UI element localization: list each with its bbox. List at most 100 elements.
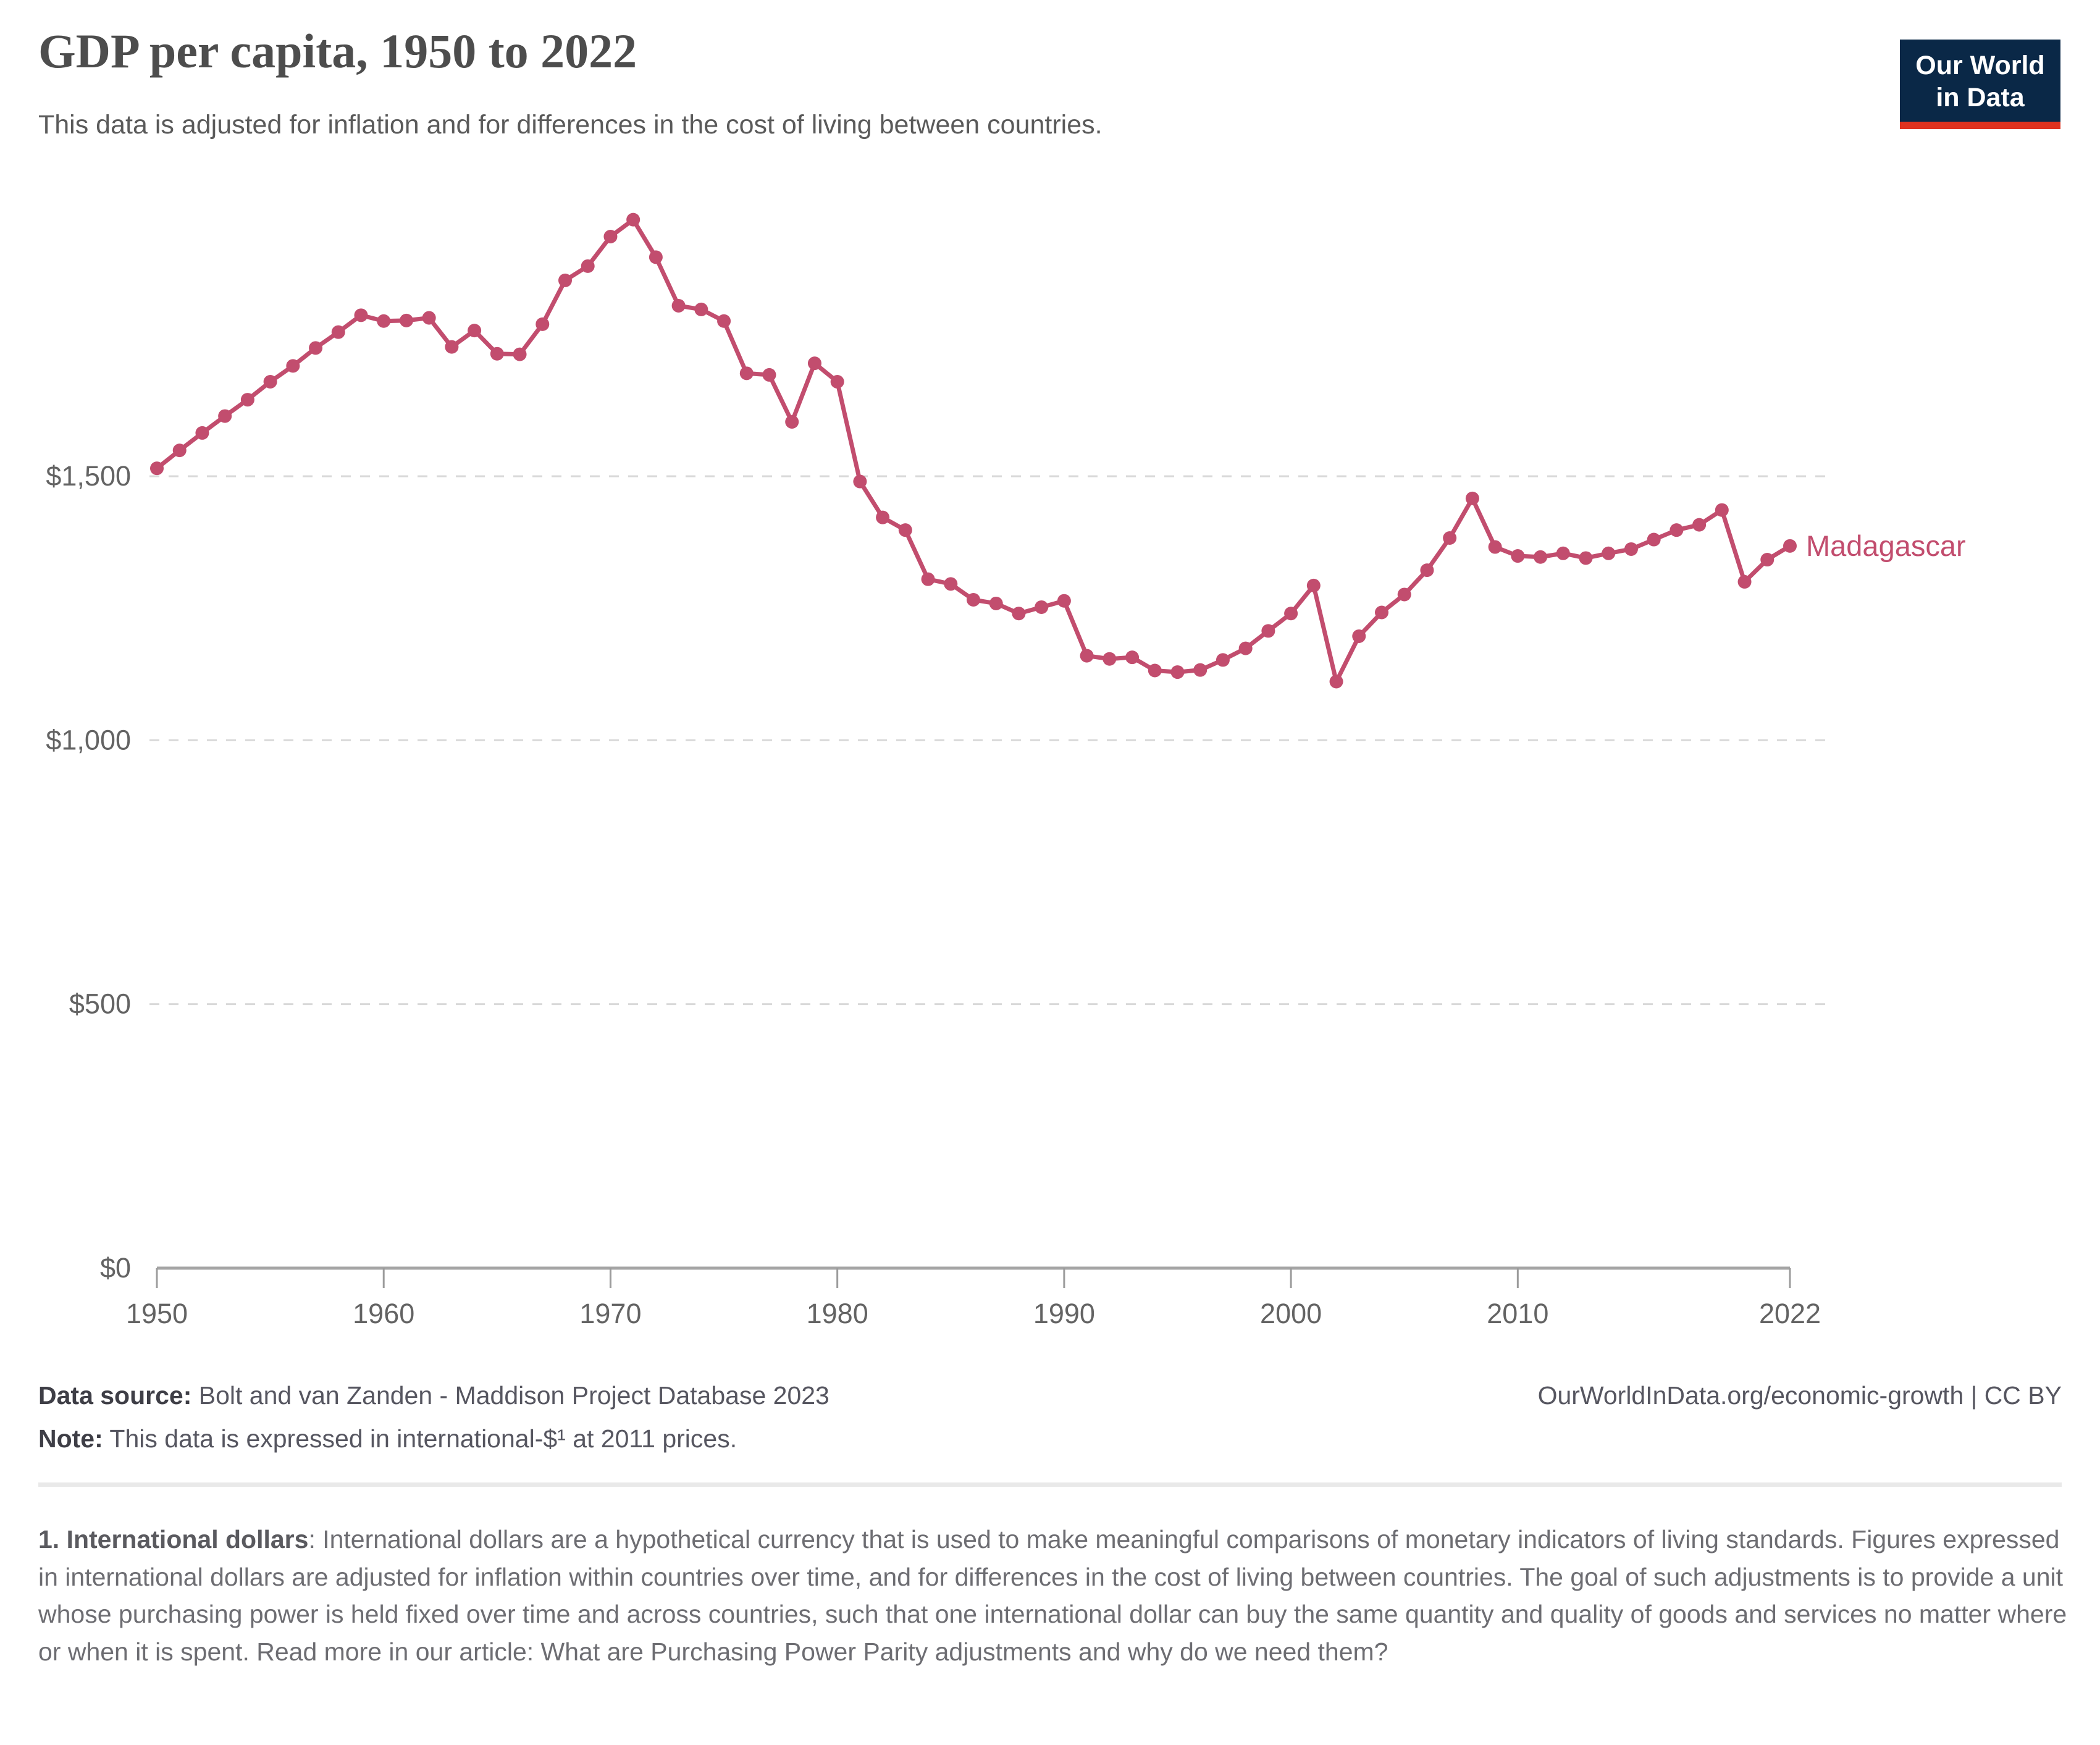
data-point[interactable] [1170, 665, 1185, 679]
data-point[interactable] [1329, 675, 1343, 689]
series-end-label: Madagascar [1806, 529, 1966, 562]
data-point[interactable] [331, 325, 345, 339]
data-point[interactable] [1284, 607, 1298, 621]
x-axis-tick-label: 1970 [579, 1298, 641, 1329]
data-point[interactable] [1715, 503, 1729, 517]
data-point[interactable] [1443, 531, 1457, 545]
data-point[interactable] [1488, 540, 1502, 554]
data-point[interactable] [830, 375, 844, 389]
note-line: Note: This data is expressed in internat… [38, 1424, 737, 1453]
data-point[interactable] [1148, 663, 1162, 678]
owid-url-link[interactable]: OurWorldInData.org/economic-growth | CC … [1538, 1381, 2062, 1410]
data-point[interactable] [1783, 539, 1797, 553]
data-point[interactable] [762, 368, 776, 382]
data-point[interactable] [921, 572, 935, 586]
data-point[interactable] [1238, 641, 1253, 655]
data-point[interactable] [626, 212, 640, 227]
data-point[interactable] [377, 314, 391, 328]
footnote-label: 1. International dollars [38, 1525, 309, 1554]
data-point[interactable] [649, 250, 663, 264]
data-point[interactable] [422, 311, 436, 325]
note-label: Note: [38, 1424, 103, 1453]
y-axis-tick-label: $1,000 [46, 724, 131, 755]
data-point[interactable] [1261, 624, 1275, 638]
data-point[interactable] [490, 347, 504, 361]
data-source-label: Data source: [38, 1381, 192, 1410]
data-point[interactable] [1080, 649, 1094, 663]
data-point[interactable] [286, 359, 300, 373]
data-point[interactable] [1375, 605, 1388, 620]
y-axis-tick-label: $0 [100, 1252, 131, 1284]
data-point[interactable] [1602, 546, 1616, 560]
madagascar-line[interactable] [154, 217, 1792, 684]
data-point[interactable] [989, 596, 1003, 610]
data-point[interactable] [671, 298, 686, 313]
data-point[interactable] [694, 302, 708, 316]
data-point[interactable] [468, 324, 482, 338]
footer-divider [38, 1482, 2062, 1487]
data-point[interactable] [150, 461, 164, 476]
data-point[interactable] [1102, 652, 1117, 666]
data-point[interactable] [1352, 629, 1366, 643]
data-point[interactable] [1012, 607, 1026, 621]
data-point[interactable] [967, 592, 980, 607]
data-point[interactable] [898, 523, 912, 537]
data-point[interactable] [195, 426, 209, 440]
data-point[interactable] [1670, 523, 1684, 537]
page-title: GDP per capita, 1950 to 2022 [38, 24, 637, 78]
x-axis-tick-label: 2022 [1759, 1298, 1821, 1329]
data-point[interactable] [603, 229, 618, 243]
data-point[interactable] [399, 313, 413, 327]
data-point[interactable] [1193, 663, 1208, 677]
data-point[interactable] [1647, 532, 1661, 547]
note-value: This data is expressed in international-… [103, 1424, 737, 1453]
data-source-value: Bolt and van Zanden - Maddison Project D… [191, 1381, 830, 1410]
data-point[interactable] [1306, 578, 1321, 592]
y-axis-tick-label: $1,500 [46, 460, 131, 492]
data-point[interactable] [1057, 594, 1071, 608]
data-point[interactable] [1760, 553, 1774, 567]
x-axis-tick-label: 1980 [807, 1298, 868, 1329]
data-point[interactable] [876, 510, 890, 524]
data-point[interactable] [445, 340, 459, 354]
data-point[interactable] [1692, 518, 1707, 532]
data-point[interactable] [1125, 650, 1140, 665]
data-point[interactable] [240, 393, 254, 407]
owid-logo-line1: Our World [1915, 51, 2045, 80]
data-point[interactable] [581, 259, 595, 273]
x-axis-tick-label: 2010 [1487, 1298, 1548, 1329]
data-point[interactable] [944, 577, 958, 591]
data-point[interactable] [1397, 587, 1411, 602]
data-point[interactable] [853, 474, 867, 489]
data-point[interactable] [1420, 563, 1434, 578]
data-point[interactable] [513, 347, 527, 361]
data-point[interactable] [1216, 653, 1230, 667]
data-point[interactable] [172, 444, 187, 458]
data-point[interactable] [1534, 550, 1548, 564]
data-point[interactable] [218, 409, 232, 423]
data-point[interactable] [1511, 549, 1525, 563]
data-point[interactable] [807, 356, 821, 371]
data-point[interactable] [536, 317, 550, 331]
data-point[interactable] [1465, 491, 1479, 505]
data-point[interactable] [354, 308, 368, 322]
data-point[interactable] [785, 414, 799, 429]
data-point[interactable] [1624, 542, 1638, 556]
data-point[interactable] [309, 341, 323, 355]
data-point[interactable] [558, 273, 572, 287]
owid-logo[interactable]: Our World in Data [1900, 40, 2060, 129]
data-point[interactable] [1035, 600, 1049, 614]
data-point[interactable] [717, 314, 731, 328]
x-axis-tick-label: 1990 [1033, 1298, 1095, 1329]
data-point[interactable] [1556, 546, 1570, 560]
data-point[interactable] [1579, 551, 1593, 565]
chart-subtitle: This data is adjusted for inflation and … [38, 110, 1102, 140]
footnote-article-link[interactable]: What are Purchasing Power Parity adjustm… [540, 1638, 1388, 1667]
footnote-body: : International dollars are a hypothetic… [38, 1525, 2067, 1667]
data-point[interactable] [739, 366, 754, 381]
data-point[interactable] [263, 375, 277, 389]
line-chart-area[interactable]: $0 $500 $1,000 $1,500 1950 1960 1970 1980 1990 20… [0, 0, 2100, 1353]
data-point[interactable] [1737, 574, 1752, 589]
owid-url-text[interactable]: OurWorldInData.org/economic-growth | CC … [1537, 1381, 2062, 1410]
data-source-line: Data source: Bolt and van Zanden - Maddi… [38, 1381, 830, 1410]
